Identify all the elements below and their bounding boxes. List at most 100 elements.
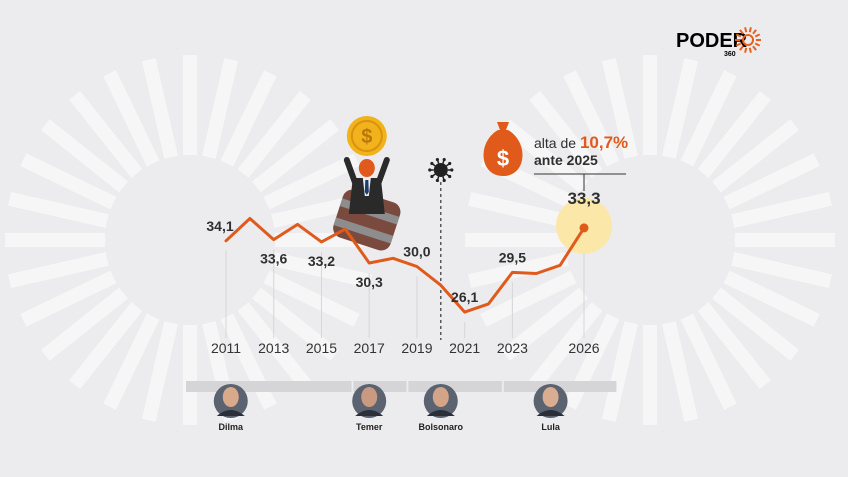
sunburst-ray [8,192,109,228]
left-arm [343,157,358,185]
sun-ray [748,47,752,53]
presidents-timeline: Dilma Temer Bolsonaro Lula [186,381,617,432]
avatar-shoulders [216,410,245,416]
sunburst-ray [712,287,800,361]
sunburst-ray [468,252,569,288]
sunburst-ray [500,287,588,361]
poder360-logo: PODER 360 [676,27,761,58]
coin-rim [350,120,383,152]
sunburst-ray [723,270,820,327]
president-term-bar [186,381,352,392]
sunburst-ray [252,287,340,361]
growth-annotation: $ alta de 10,7% ante 2025 [483,122,628,191]
sunburst-ray [40,287,128,361]
bag-neck [497,122,509,130]
sunburst-ray [237,90,311,178]
barrel-band [333,217,394,244]
series-polyline [224,217,586,314]
brand-sub: 360 [724,51,736,58]
money-bag-icon: $ [483,122,523,176]
data-label: 34,1 [206,218,233,234]
covid-marker [428,157,454,340]
president-name: Bolsonaro [419,422,464,432]
sunburst-ray [103,70,160,167]
x-tick-label: 2023 [497,340,528,356]
last-point [579,223,589,233]
avatar-shoulders [355,410,384,416]
data-label: 33,6 [260,251,287,267]
x-tick-label: 2026 [568,340,599,356]
sunburst-ray [20,153,117,210]
x-tick-label: 2019 [401,340,432,356]
sunburst-ray [40,119,128,193]
sun-icon [735,27,761,53]
series-line [224,217,589,314]
bag-body [483,130,523,176]
sunburst-ray [602,321,638,422]
sun-ray [739,45,744,51]
sunburst-ray [20,270,117,327]
data-labels: 34,1 33,6 33,2 30,3 30,0 26,1 29,5 33,3 [206,189,600,305]
president-term-bar [408,381,502,392]
sunburst-ray [697,90,771,178]
annotation-prefix: alta de [534,135,580,151]
sunburst-ray [252,119,340,193]
sunburst-ray [69,302,143,390]
annotation-suffix: ante 2025 [534,152,598,168]
sunburst-ray [468,192,569,228]
virus-spike-tip [435,178,440,183]
president-name: Temer [356,422,383,432]
sunburst-ray [731,252,832,288]
avatar-face [222,387,239,407]
avatar-face [432,387,449,407]
sun-ray [744,27,748,33]
sun-ray [754,42,761,47]
right-arm [375,157,390,185]
sunburst-ray [563,70,620,167]
sun-ray [754,33,761,38]
sun-ray [735,33,742,38]
data-label: 33,3 [567,189,600,208]
sunburst-ray [723,153,820,210]
x-axis-ticks: 2011 2013 2015 2017 2019 2021 2023 2026 [211,340,600,356]
virus-spike-tip [448,161,452,166]
virus-spike-tip [450,168,454,172]
brand-name: PODER [676,30,748,52]
sunburst-ray [202,58,238,159]
x-tick-label: 2011 [211,340,241,356]
sun-ray [744,47,748,53]
virus-spike-tip [442,178,446,183]
annotation-text: alta de 10,7% [534,133,628,152]
sunburst-ray [237,302,311,390]
x-tick-label: 2013 [258,340,289,356]
virus-spike-tip [448,174,452,179]
data-label: 29,5 [499,249,526,265]
sunburst-ray [602,58,638,159]
sunburst-ray [263,270,360,327]
tie [364,180,369,195]
virus-spike-tip [430,161,434,166]
sunburst-ray [103,313,160,410]
sun-core [742,34,754,46]
virus-spike-tip [428,168,432,172]
gridlines [225,237,585,338]
sunburst-ray [8,252,109,288]
background-sunburst-decoration [5,55,835,425]
sunburst-ray [480,270,577,327]
sunburst-ray [662,321,698,422]
sun-ray [739,29,744,35]
sunburst-ray [712,119,800,193]
x-tick-label: 2015 [306,340,337,356]
sunburst-ray [529,302,603,390]
sunburst-ray [142,58,178,159]
x-tick-label: 2017 [354,340,385,356]
president-term-bar [353,381,407,392]
sunburst-ray [731,192,832,228]
virus-spike-tip [435,157,440,162]
data-label: 33,2 [308,253,335,269]
head [358,159,375,177]
sunburst-ray [529,90,603,178]
data-label: 30,3 [356,274,383,290]
avatar-face [361,387,378,407]
